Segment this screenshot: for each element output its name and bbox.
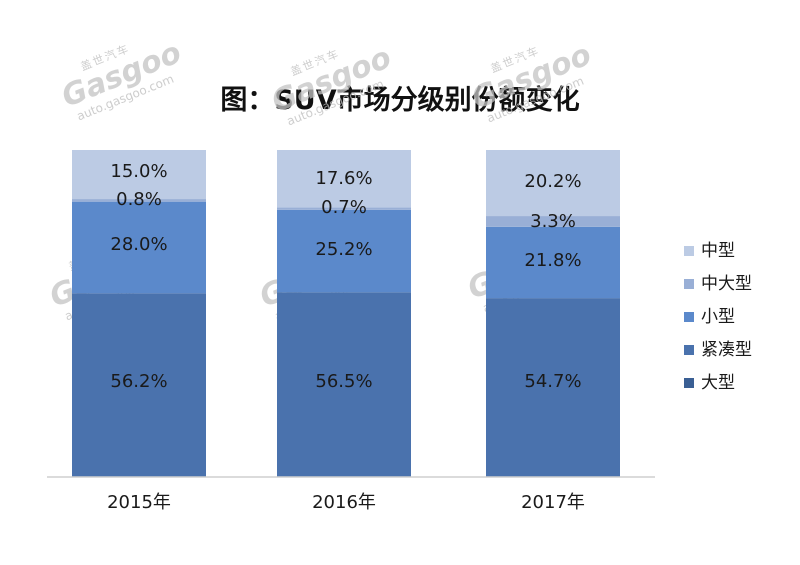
legend-swatch	[684, 345, 694, 355]
legend-swatch	[684, 378, 694, 388]
bar-segment	[486, 226, 620, 299]
legend-label: 大型	[701, 373, 735, 393]
bar-segment	[72, 150, 206, 200]
data-label: 15.0%	[110, 161, 167, 182]
x-tick-label: 2017年	[521, 492, 585, 513]
bar-segment	[72, 293, 206, 477]
data-label: 3.3%	[530, 211, 576, 232]
data-label: 56.5%	[315, 371, 372, 392]
data-label: 0.8%	[116, 189, 162, 210]
legend-label: 中大型	[701, 274, 752, 294]
x-tick-label: 2016年	[312, 492, 376, 513]
bar-segment	[486, 150, 620, 217]
data-label: 20.2%	[524, 171, 581, 192]
legend-swatch	[684, 312, 694, 322]
x-tick-label: 2015年	[107, 492, 171, 513]
bar-segment	[277, 209, 411, 293]
legend-swatch	[684, 279, 694, 289]
data-label: 21.8%	[524, 250, 581, 271]
legend-label: 小型	[701, 307, 735, 327]
legend-label: 紧凑型	[701, 340, 752, 360]
data-label: 56.2%	[110, 371, 167, 392]
bar-segment	[486, 298, 620, 477]
bar-segment	[277, 207, 411, 210]
data-label: 0.7%	[321, 197, 367, 218]
bar-segment	[277, 292, 411, 477]
data-label: 25.2%	[315, 239, 372, 260]
bar-segment	[72, 199, 206, 202]
data-label: 54.7%	[524, 371, 581, 392]
legend-label: 中型	[701, 241, 735, 261]
data-label: 17.6%	[315, 168, 372, 189]
bar-segment	[277, 150, 411, 208]
bar-segment	[486, 216, 620, 227]
bar-segment	[72, 201, 206, 294]
data-label: 28.0%	[110, 234, 167, 255]
legend-swatch	[684, 246, 694, 256]
chart-title: 图：SUV市场分级别份额变化	[220, 85, 580, 116]
